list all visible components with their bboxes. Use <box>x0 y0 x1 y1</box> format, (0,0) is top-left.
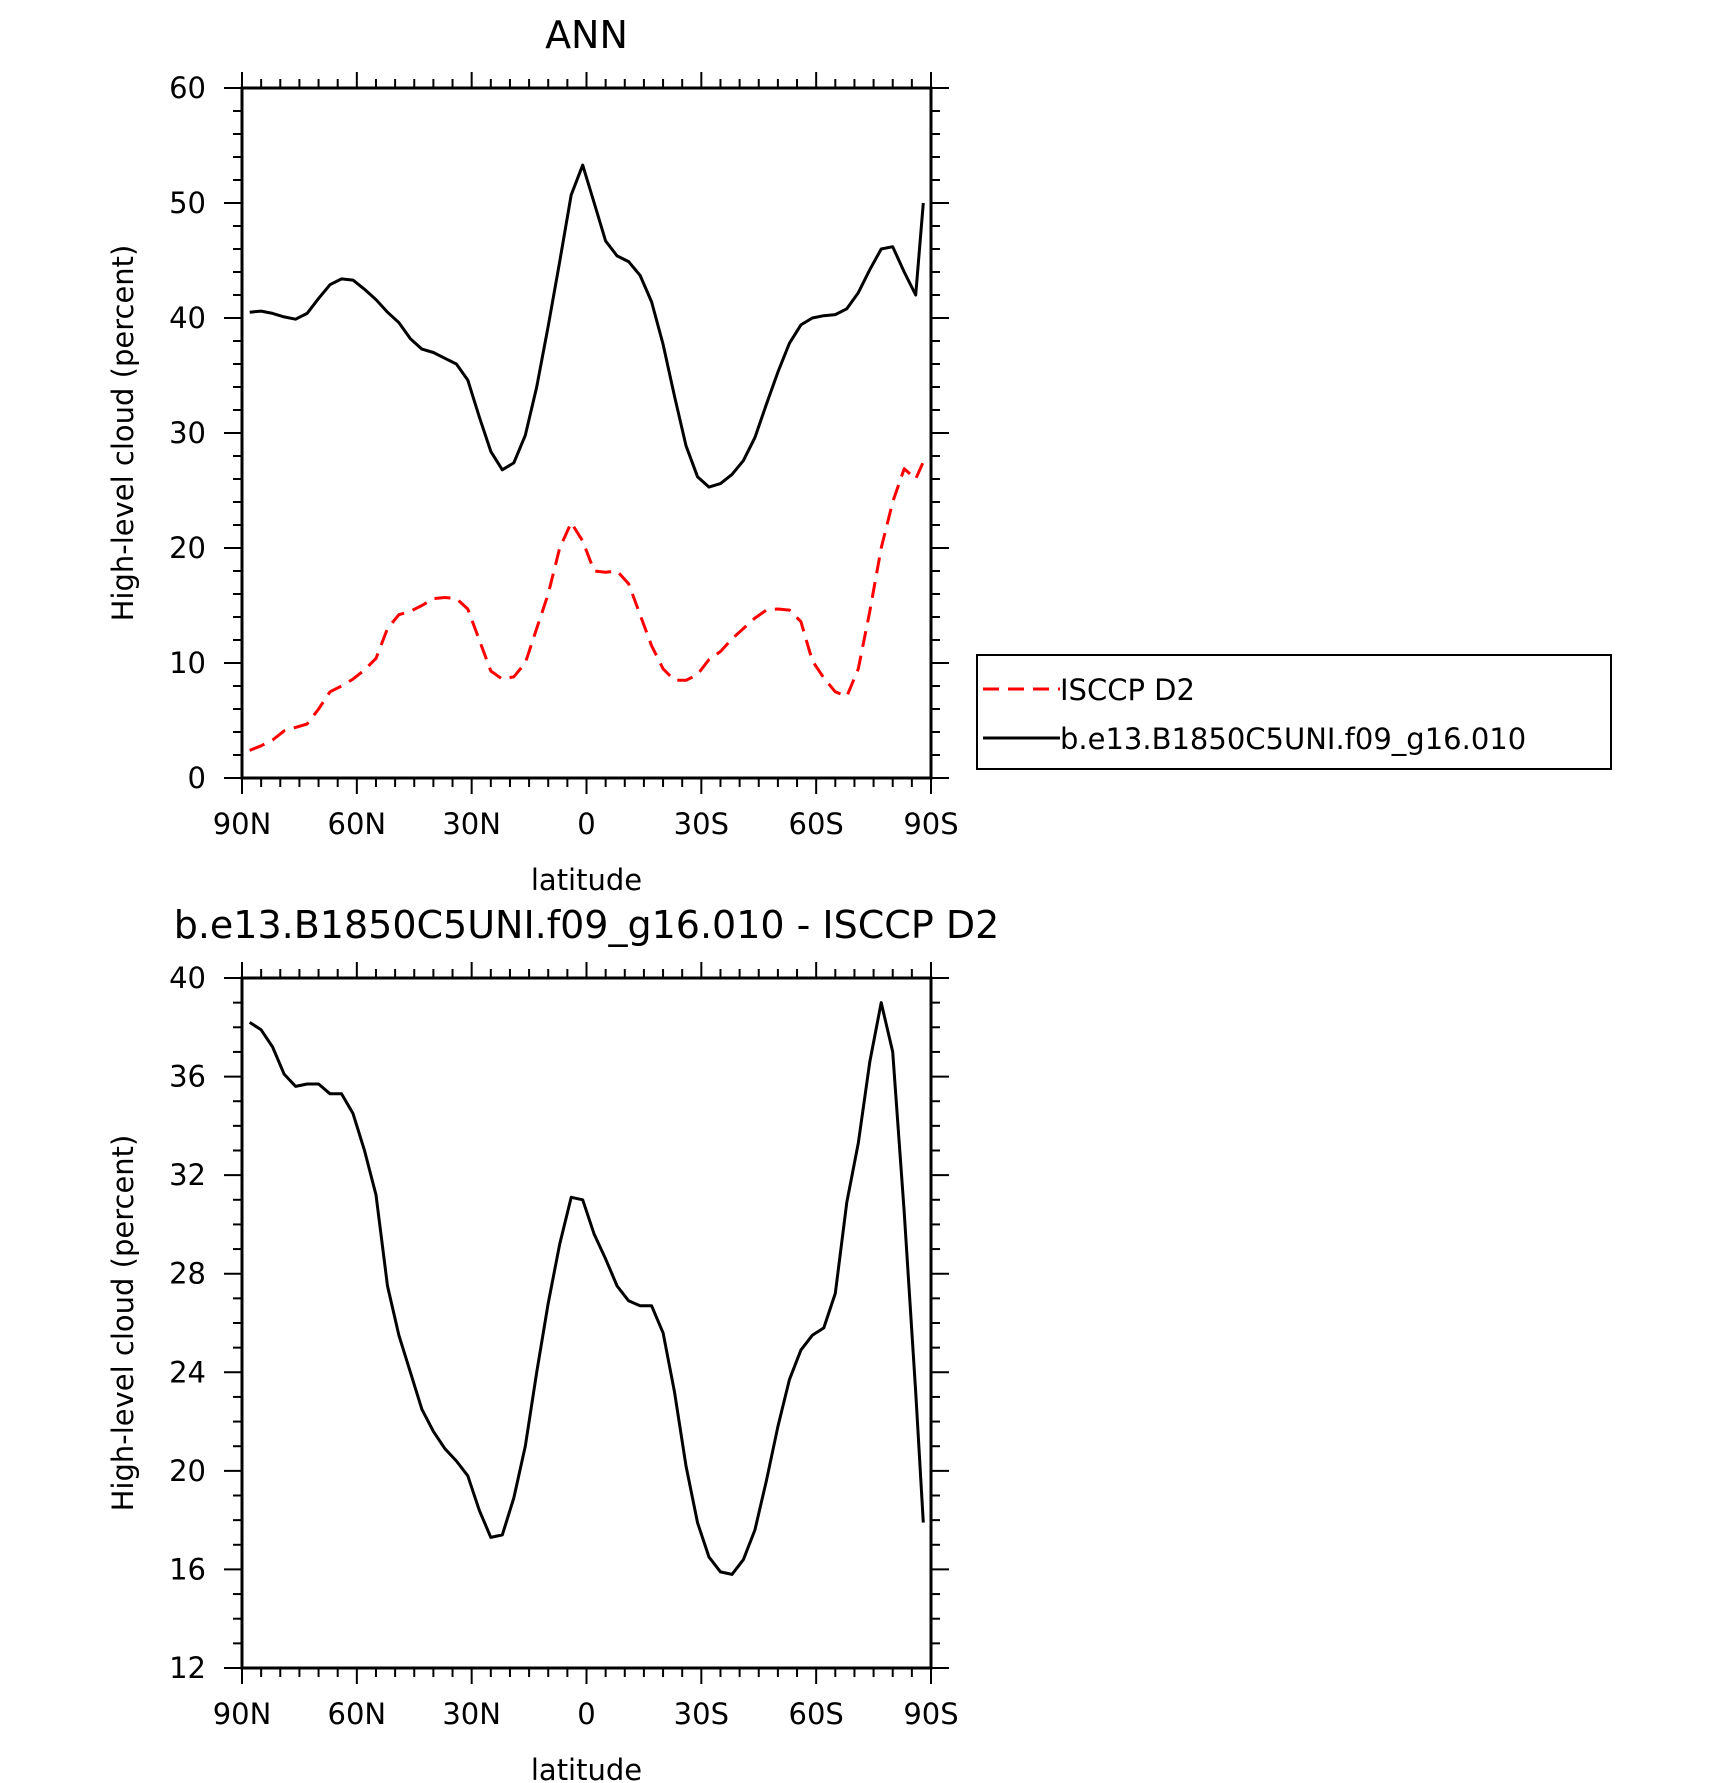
top-chart-panel: ANN latitude High-level cloud (percent) 90N… <box>106 13 959 897</box>
x-tick-label: 90S <box>903 1697 958 1731</box>
chart-title: b.e13.B1850C5UNI.f09_g16.010 - ISCCP D2 <box>174 903 1000 947</box>
x-tick-label: 0 <box>577 807 595 841</box>
y-tick-label: 40 <box>169 301 206 335</box>
y-tick-label: 50 <box>169 186 206 220</box>
y-tick-label: 28 <box>169 1257 206 1291</box>
plot-frame <box>240 86 933 780</box>
y-tick-label: 12 <box>169 1651 206 1685</box>
x-tick-label: 60S <box>789 807 844 841</box>
x-tick-label: 30N <box>442 1697 501 1731</box>
y-axis-label: High-level cloud (percent) <box>106 1135 140 1512</box>
y-tick-label: 24 <box>169 1355 206 1389</box>
y-tick-label: 32 <box>169 1158 206 1192</box>
x-tick-label: 90S <box>903 807 958 841</box>
x-axis-label: latitude <box>531 1753 642 1783</box>
y-tick-label: 40 <box>169 961 206 995</box>
y-tick-label: 10 <box>169 646 206 680</box>
y-tick-label: 60 <box>169 71 206 105</box>
legend-box <box>976 654 1612 770</box>
legend: ISCCP D2 b.e13.B1850C5UNI.f09_g16.010 <box>976 654 1612 770</box>
x-tick-label: 30S <box>674 807 729 841</box>
x-tick-label: 90N <box>213 1697 272 1731</box>
legend-label-1: b.e13.B1850C5UNI.f09_g16.010 <box>1060 722 1526 756</box>
plot-frame <box>240 976 933 1670</box>
x-tick-label: 0 <box>577 1697 595 1731</box>
x-tick-label: 60N <box>328 807 387 841</box>
x-tick-label: 60S <box>789 1697 844 1731</box>
y-tick-label: 36 <box>169 1060 206 1094</box>
series-line-0 <box>248 1001 925 1576</box>
x-tick-label: 30S <box>674 1697 729 1731</box>
x-axis-label: latitude <box>531 863 642 897</box>
y-tick-label: 16 <box>169 1552 206 1586</box>
series-line-0 <box>249 461 925 752</box>
bottom-chart-panel: b.e13.B1850C5UNI.f09_g16.010 - ISCCP D2 l… <box>106 903 999 1783</box>
chart-title: ANN <box>545 13 628 57</box>
y-tick-label: 30 <box>169 416 206 450</box>
y-tick-label: 0 <box>188 761 206 795</box>
x-tick-label: 90N <box>213 807 272 841</box>
series-line-1 <box>249 163 925 489</box>
y-tick-label: 20 <box>169 531 206 565</box>
x-tick-label: 30N <box>442 807 501 841</box>
y-tick-label: 20 <box>169 1454 206 1488</box>
legend-label-0: ISCCP D2 <box>1060 673 1195 707</box>
x-tick-label: 60N <box>328 1697 387 1731</box>
y-axis-label: High-level cloud (percent) <box>106 245 140 622</box>
